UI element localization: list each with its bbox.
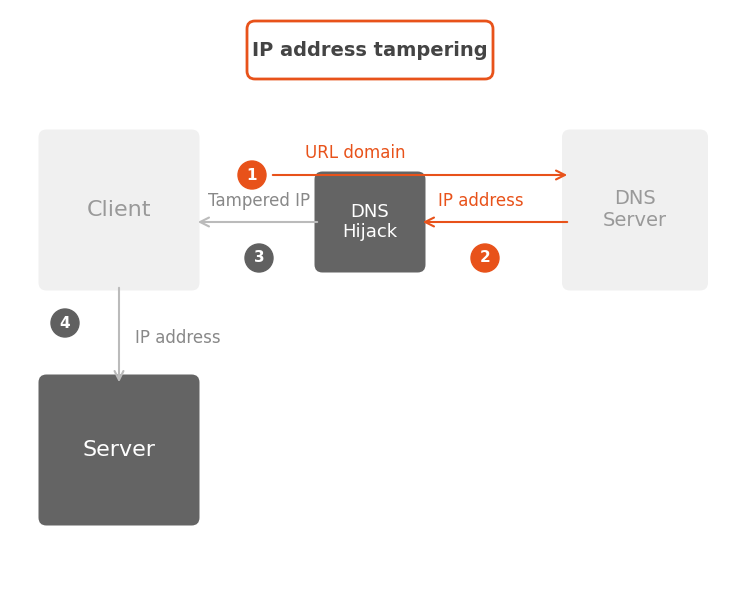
Text: Tampered IP: Tampered IP	[208, 192, 310, 210]
FancyBboxPatch shape	[314, 172, 426, 272]
Circle shape	[238, 161, 266, 189]
Text: IP address tampering: IP address tampering	[252, 40, 488, 60]
Text: 3: 3	[254, 250, 264, 265]
Text: 4: 4	[60, 316, 70, 330]
Text: DNS
Server: DNS Server	[603, 189, 667, 230]
Circle shape	[245, 244, 273, 272]
Text: 2: 2	[480, 250, 491, 265]
FancyBboxPatch shape	[38, 130, 200, 291]
Text: IP address: IP address	[438, 192, 524, 210]
Text: URL domain: URL domain	[305, 144, 406, 162]
FancyBboxPatch shape	[562, 130, 708, 291]
Circle shape	[51, 309, 79, 337]
Text: IP address: IP address	[135, 329, 221, 347]
FancyBboxPatch shape	[247, 21, 493, 79]
Text: Server: Server	[82, 440, 155, 460]
Circle shape	[471, 244, 499, 272]
Text: 1: 1	[246, 168, 258, 182]
FancyBboxPatch shape	[38, 375, 200, 526]
Text: DNS
Hijack: DNS Hijack	[343, 202, 397, 242]
Text: Client: Client	[87, 200, 151, 220]
